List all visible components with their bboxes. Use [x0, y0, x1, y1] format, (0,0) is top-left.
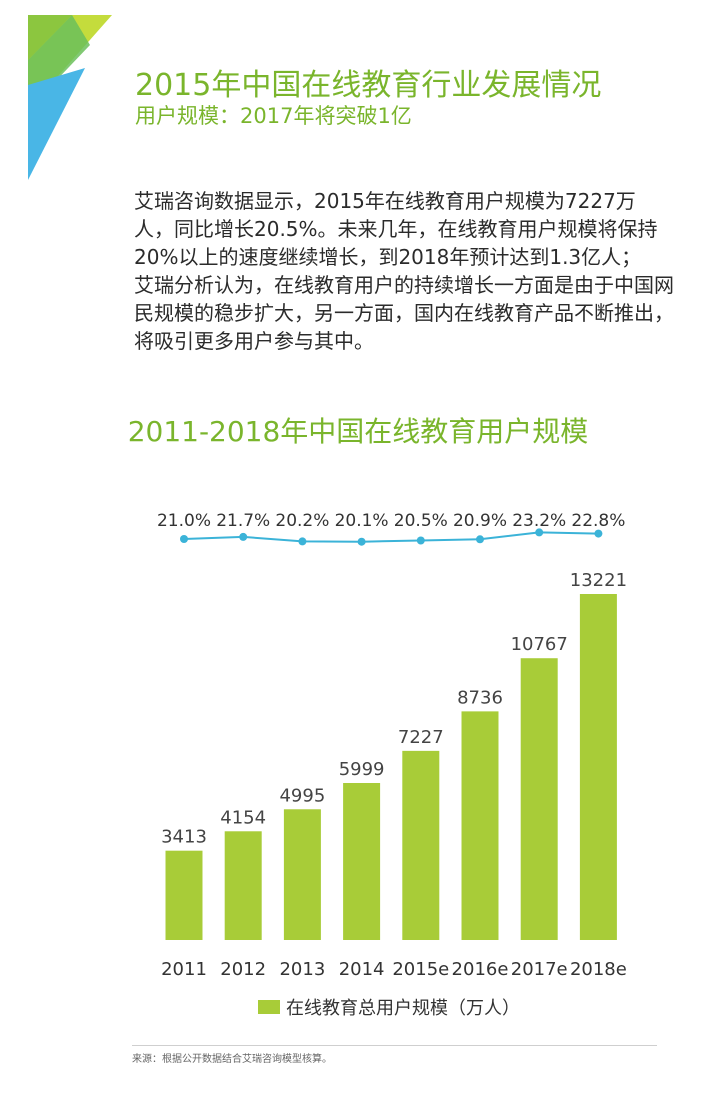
bar-value-label: 5999 — [339, 759, 385, 780]
bar-2017e — [520, 658, 558, 940]
growth-rate-point — [476, 535, 484, 544]
description-paragraph-1: 艾瑞咨询数据显示，2015年在线教育用户规模为7227万人，同比增长20.5%。… — [134, 189, 658, 269]
bar-2013 — [283, 809, 321, 940]
description-text: 艾瑞咨询数据显示，2015年在线教育用户规模为7227万人，同比增长20.5%。… — [134, 187, 674, 355]
x-tick-label: 2012 — [220, 959, 266, 980]
bar-value-label: 4995 — [279, 785, 325, 806]
bar-2018e — [579, 594, 617, 940]
growth-rate-label: 21.0% — [157, 511, 211, 531]
bar-value-label: 13221 — [570, 570, 627, 591]
growth-rate-label: 20.1% — [335, 511, 389, 531]
chart-legend: 在线教育总用户规模（万人） — [258, 994, 520, 1020]
growth-rate-label: 23.2% — [512, 511, 566, 531]
footer-divider — [132, 1045, 657, 1046]
x-tick-label: 2011 — [161, 959, 207, 980]
x-tick-label: 2013 — [279, 959, 325, 980]
growth-rate-label: 21.7% — [216, 511, 270, 531]
bar-value-label: 3413 — [161, 827, 207, 848]
label-layer: 3413 2011 4154 2012 4995 2013 5999 2014 7227 2015… — [157, 511, 627, 980]
bar-2016e — [461, 711, 499, 940]
bar-value-label: 10767 — [511, 634, 568, 655]
growth-rate-point — [239, 532, 248, 541]
growth-rate-line-layer — [180, 528, 603, 546]
growth-rate-label: 20.9% — [453, 511, 507, 531]
growth-rate-label: 20.2% — [275, 511, 329, 531]
growth-rate-point — [416, 536, 425, 545]
bar-line-chart: 3413 2011 4154 2012 4995 2013 5999 2014 7227 2015… — [157, 511, 627, 980]
legend-label: 在线教育总用户规模（万人） — [286, 998, 520, 1019]
page-title: 2015年中国在线教育行业发展情况 — [135, 68, 602, 103]
bar-value-label: 4154 — [220, 807, 266, 828]
bar-2014 — [343, 783, 381, 940]
legend-swatch — [258, 1000, 280, 1014]
bar-layer — [165, 594, 617, 940]
description-paragraph-2: 艾瑞分析认为，在线教育用户的持续增长一方面是由于中国网民规模的稳步扩大，另一方面… — [134, 273, 674, 353]
growth-rate-point — [298, 537, 307, 546]
bar-value-label: 7227 — [398, 727, 444, 748]
x-tick-label: 2014 — [339, 959, 385, 980]
growth-rate-point — [357, 537, 366, 546]
corner-decoration — [28, 15, 112, 180]
x-tick-label: 2016e — [452, 959, 509, 980]
growth-rate-line — [183, 531, 599, 543]
growth-rate-point — [535, 528, 544, 537]
growth-rate-label: 20.5% — [394, 511, 448, 531]
bar-value-label: 8736 — [457, 687, 503, 708]
bar-2012 — [224, 831, 262, 940]
source-note: 来源：根据公开数据结合艾瑞咨询模型核算。 — [132, 1054, 332, 1065]
growth-rate-point — [594, 529, 603, 538]
x-tick-label: 2017e — [511, 959, 568, 980]
growth-rate-point — [180, 535, 188, 543]
bar-2015e — [402, 750, 440, 940]
bar-2011 — [165, 850, 203, 940]
chart-title: 2011-2018年中国在线教育用户规模 — [127, 415, 589, 448]
x-tick-label: 2018e — [570, 959, 627, 980]
growth-rate-label: 22.8% — [571, 511, 625, 531]
page-subtitle: 用户规模：2017年将突破1亿 — [135, 104, 412, 128]
x-tick-label: 2015e — [392, 959, 449, 980]
